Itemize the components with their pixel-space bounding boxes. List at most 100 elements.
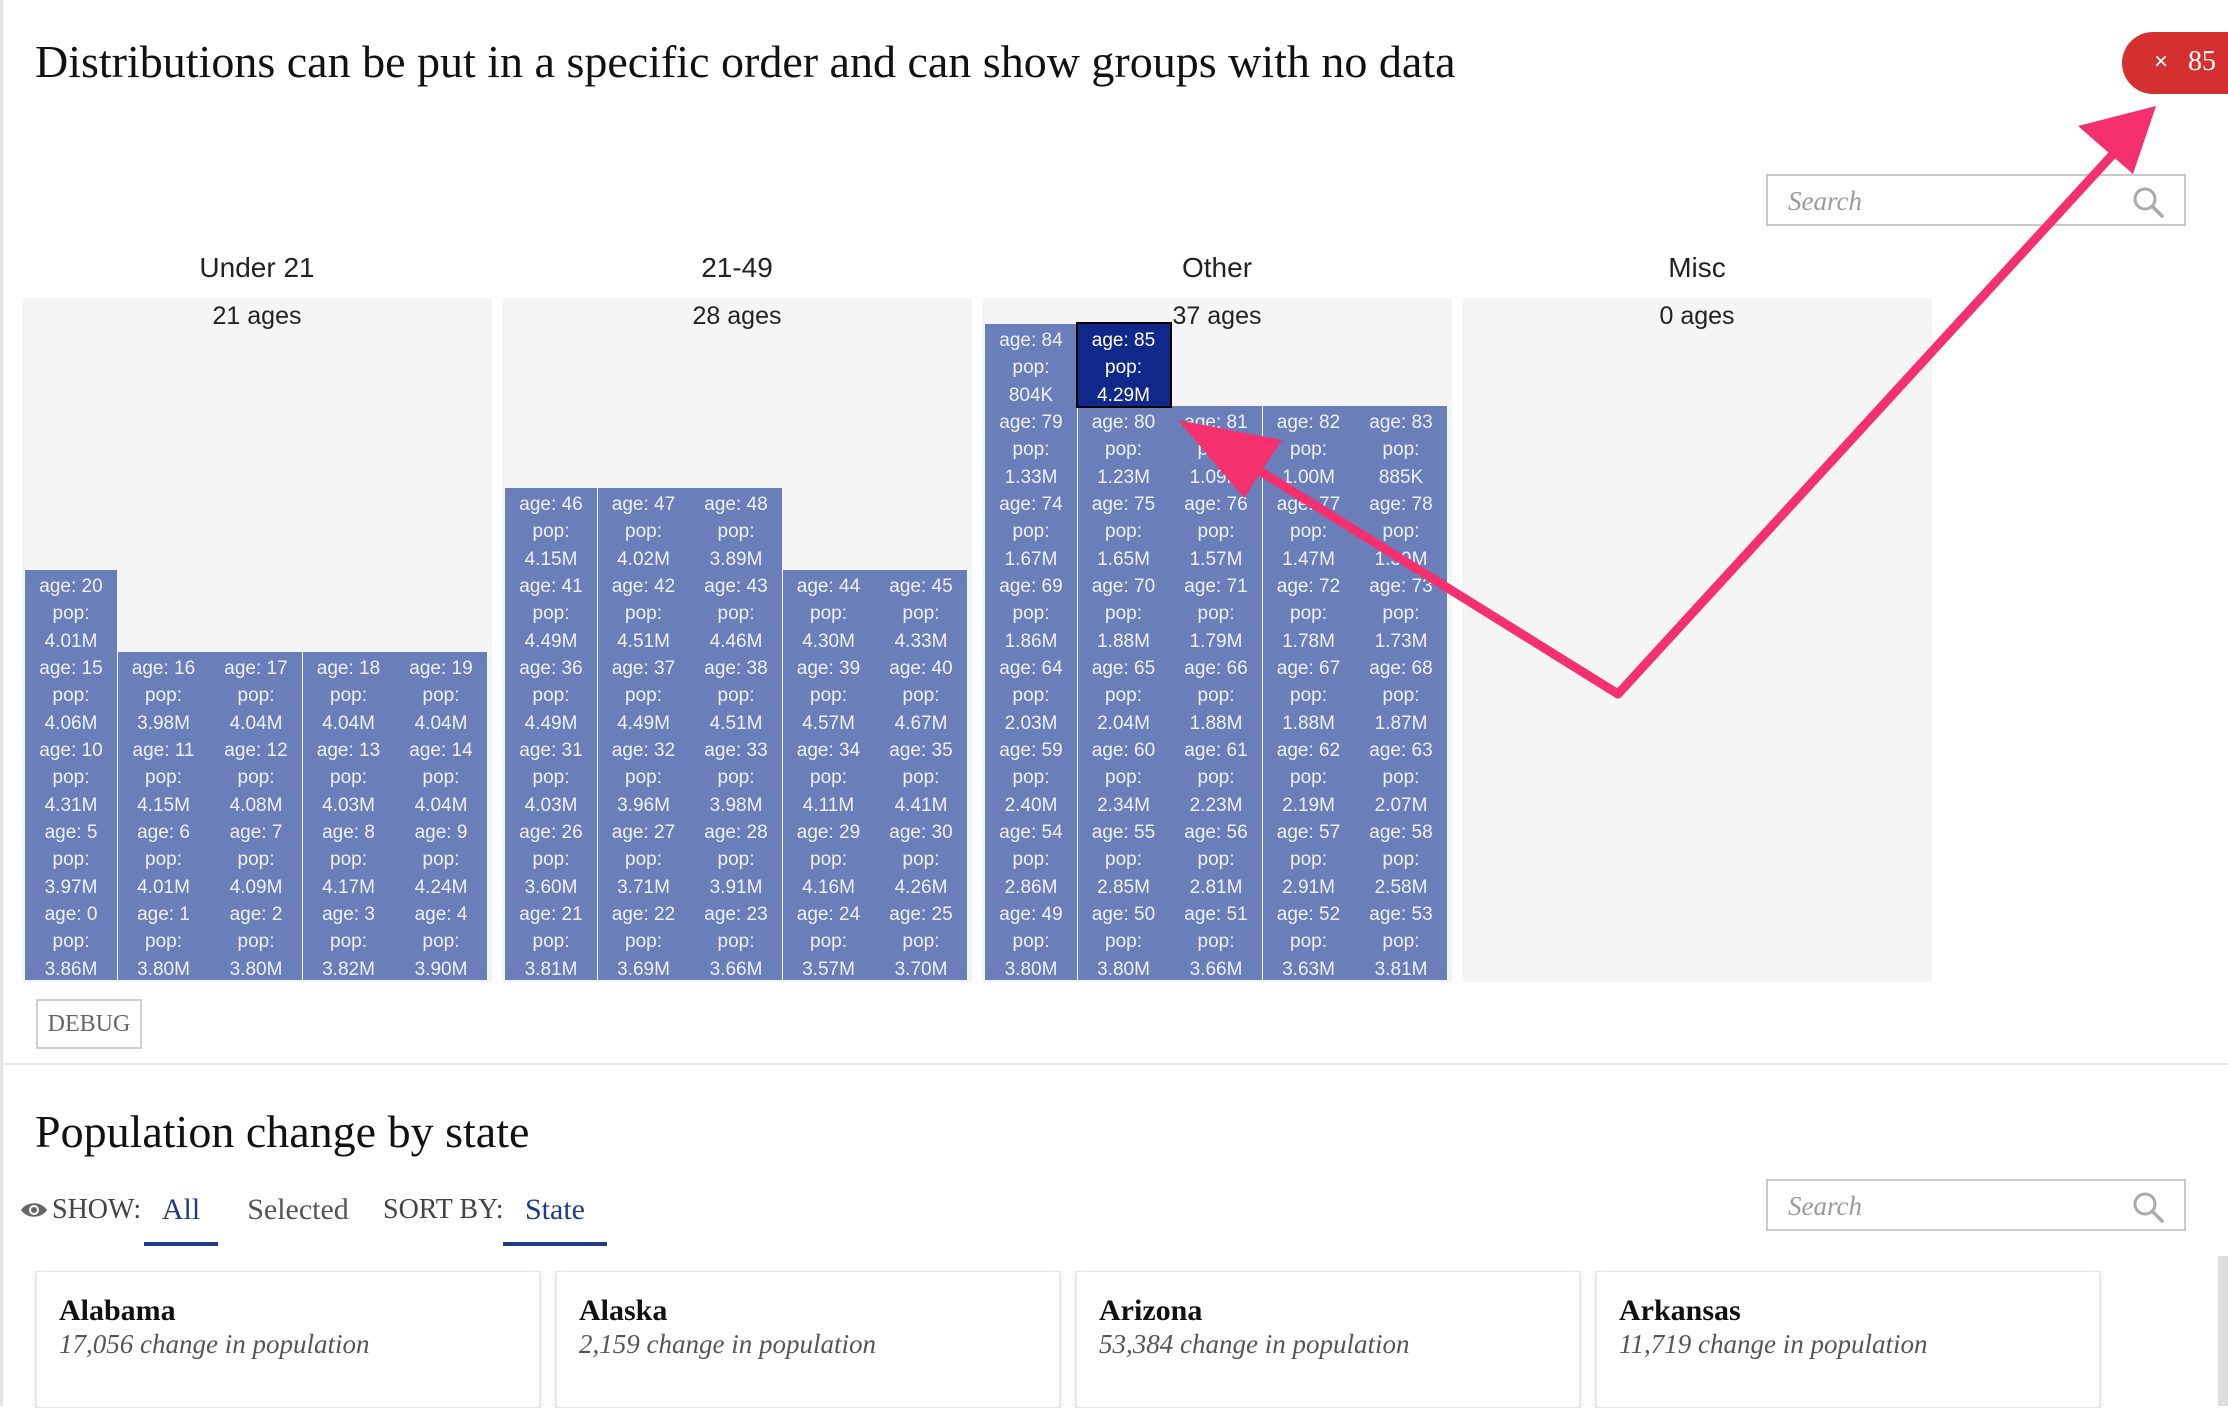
age-cell[interactable]: age: 49 pop: 3.80M	[985, 898, 1077, 980]
age-cell[interactable]: age: 41 pop: 4.49M	[505, 570, 597, 652]
age-cell[interactable]: age: 47 pop: 4.02M	[597, 488, 690, 570]
age-cell[interactable]: age: 66 pop: 1.88M	[1170, 652, 1262, 734]
age-cell[interactable]: age: 37 pop: 4.49M	[597, 652, 690, 734]
age-cell[interactable]: age: 3 pop: 3.82M	[302, 898, 395, 980]
search-icon[interactable]	[2132, 186, 2164, 218]
age-cell[interactable]: age: 79 pop: 1.33M	[985, 406, 1077, 488]
age-cell[interactable]: age: 35 pop: 4.41M	[875, 734, 967, 816]
age-cell[interactable]: age: 80 pop: 1.23M	[1077, 406, 1170, 488]
age-cell[interactable]: age: 78 pop: 1.39M	[1355, 488, 1447, 570]
age-cell[interactable]: age: 0 pop: 3.86M	[25, 898, 117, 980]
tab-all[interactable]: All	[161, 1193, 201, 1226]
age-cell[interactable]: age: 20 pop: 4.01M	[25, 570, 117, 652]
age-cell[interactable]: age: 26 pop: 3.60M	[505, 816, 597, 898]
age-cell[interactable]: age: 22 pop: 3.69M	[597, 898, 690, 980]
age-cell[interactable]: age: 65 pop: 2.04M	[1077, 652, 1170, 734]
age-cell[interactable]: age: 4 pop: 3.90M	[395, 898, 487, 980]
age-cell[interactable]: age: 36 pop: 4.49M	[505, 652, 597, 734]
age-cell[interactable]: age: 11 pop: 4.15M	[117, 734, 210, 816]
age-cell[interactable]: age: 82 pop: 1.00M	[1262, 406, 1355, 488]
age-cell[interactable]: age: 52 pop: 3.63M	[1262, 898, 1355, 980]
age-cell[interactable]: age: 40 pop: 4.67M	[875, 652, 967, 734]
age-cell[interactable]: age: 24 pop: 3.57M	[782, 898, 875, 980]
age-cell[interactable]: age: 48 pop: 3.89M	[690, 488, 782, 570]
state-card[interactable]: Arizona 53,384 change in population	[1076, 1271, 1580, 1408]
age-cell[interactable]: age: 75 pop: 1.65M	[1077, 488, 1170, 570]
age-cell[interactable]: age: 19 pop: 4.04M	[395, 652, 487, 734]
age-cell[interactable]: age: 38 pop: 4.51M	[690, 652, 782, 734]
tab-selected[interactable]: Selected	[247, 1193, 349, 1226]
age-cell[interactable]: age: 10 pop: 4.31M	[25, 734, 117, 816]
state-card[interactable]: Alabama 17,056 change in population	[36, 1271, 540, 1408]
age-cell[interactable]: age: 63 pop: 2.07M	[1355, 734, 1447, 816]
age-cell[interactable]: age: 53 pop: 3.81M	[1355, 898, 1447, 980]
age-cell[interactable]: age: 56 pop: 2.81M	[1170, 816, 1262, 898]
age-cell[interactable]: age: 34 pop: 4.11M	[782, 734, 875, 816]
state-card[interactable]: Arkansas 11,719 change in population	[1596, 1271, 2100, 1408]
distribution-search-input[interactable]	[1788, 184, 2118, 218]
age-cell[interactable]: age: 77 pop: 1.47M	[1262, 488, 1355, 570]
age-cell[interactable]: age: 60 pop: 2.34M	[1077, 734, 1170, 816]
age-cell[interactable]: age: 45 pop: 4.33M	[875, 570, 967, 652]
close-icon[interactable]: ×	[2154, 48, 2169, 75]
age-cell[interactable]: age: 81 pop: 1.09M	[1170, 406, 1262, 488]
age-cell[interactable]: age: 74 pop: 1.67M	[985, 488, 1077, 570]
age-cell[interactable]: age: 67 pop: 1.88M	[1262, 652, 1355, 734]
age-cell[interactable]: age: 23 pop: 3.66M	[690, 898, 782, 980]
age-cell[interactable]: age: 51 pop: 3.66M	[1170, 898, 1262, 980]
age-cell[interactable]: age: 43 pop: 4.46M	[690, 570, 782, 652]
age-cell[interactable]: age: 59 pop: 2.40M	[985, 734, 1077, 816]
age-cell[interactable]: age: 30 pop: 4.26M	[875, 816, 967, 898]
age-cell[interactable]: age: 64 pop: 2.03M	[985, 652, 1077, 734]
age-cell[interactable]: age: 33 pop: 3.98M	[690, 734, 782, 816]
age-cell[interactable]: age: 46 pop: 4.15M	[505, 488, 597, 570]
age-cell[interactable]: age: 69 pop: 1.86M	[985, 570, 1077, 652]
age-cell[interactable]: age: 61 pop: 2.23M	[1170, 734, 1262, 816]
debug-button[interactable]: DEBUG	[36, 999, 142, 1049]
distribution-search-box[interactable]	[1766, 174, 2186, 226]
age-cell[interactable]: age: 32 pop: 3.96M	[597, 734, 690, 816]
state-search-box[interactable]	[1766, 1179, 2186, 1231]
age-cell[interactable]: age: 13 pop: 4.03M	[302, 734, 395, 816]
scrollbar[interactable]	[2218, 1256, 2228, 1406]
age-cell[interactable]: age: 44 pop: 4.30M	[782, 570, 875, 652]
age-cell[interactable]: age: 9 pop: 4.24M	[395, 816, 487, 898]
age-cell[interactable]: age: 70 pop: 1.88M	[1077, 570, 1170, 652]
age-cell[interactable]: age: 14 pop: 4.04M	[395, 734, 487, 816]
age-cell[interactable]: age: 1 pop: 3.80M	[117, 898, 210, 980]
age-cell[interactable]: age: 72 pop: 1.78M	[1262, 570, 1355, 652]
age-cell[interactable]: age: 5 pop: 3.97M	[25, 816, 117, 898]
age-cell[interactable]: age: 68 pop: 1.87M	[1355, 652, 1447, 734]
age-cell[interactable]: age: 21 pop: 3.81M	[505, 898, 597, 980]
age-cell[interactable]: age: 62 pop: 2.19M	[1262, 734, 1355, 816]
age-cell[interactable]: age: 7 pop: 4.09M	[210, 816, 302, 898]
age-cell[interactable]: age: 39 pop: 4.57M	[782, 652, 875, 734]
state-card[interactable]: Alaska 2,159 change in population	[556, 1271, 1060, 1408]
age-cell[interactable]: age: 8 pop: 4.17M	[302, 816, 395, 898]
age-cell[interactable]: age: 76 pop: 1.57M	[1170, 488, 1262, 570]
state-search-input[interactable]	[1788, 1189, 2118, 1223]
age-cell[interactable]: age: 25 pop: 3.70M	[875, 898, 967, 980]
age-cell[interactable]: age: 31 pop: 4.03M	[505, 734, 597, 816]
age-cell[interactable]: age: 27 pop: 3.71M	[597, 816, 690, 898]
age-cell[interactable]: age: 50 pop: 3.80M	[1077, 898, 1170, 980]
sort-state-option[interactable]: State	[525, 1193, 585, 1226]
age-cell[interactable]: age: 6 pop: 4.01M	[117, 816, 210, 898]
age-cell[interactable]: age: 18 pop: 4.04M	[302, 652, 395, 734]
age-cell[interactable]: age: 58 pop: 2.58M	[1355, 816, 1447, 898]
age-cell[interactable]: age: 57 pop: 2.91M	[1262, 816, 1355, 898]
selection-filter-badge[interactable]: × 85	[2122, 32, 2228, 94]
age-cell[interactable]: age: 16 pop: 3.98M	[117, 652, 210, 734]
age-cell[interactable]: age: 84 pop: 804K	[985, 324, 1077, 406]
age-cell[interactable]: age: 12 pop: 4.08M	[210, 734, 302, 816]
age-cell[interactable]: age: 55 pop: 2.85M	[1077, 816, 1170, 898]
age-cell[interactable]: age: 28 pop: 3.91M	[690, 816, 782, 898]
age-cell[interactable]: age: 83 pop: 885K	[1355, 406, 1447, 488]
search-icon[interactable]	[2132, 1191, 2164, 1223]
age-cell[interactable]: age: 73 pop: 1.73M	[1355, 570, 1447, 652]
age-cell[interactable]: age: 42 pop: 4.51M	[597, 570, 690, 652]
age-cell[interactable]: age: 54 pop: 2.86M	[985, 816, 1077, 898]
age-cell[interactable]: age: 2 pop: 3.80M	[210, 898, 302, 980]
age-cell[interactable]: age: 85 pop: 4.29M	[1075, 322, 1172, 408]
age-cell[interactable]: age: 15 pop: 4.06M	[25, 652, 117, 734]
